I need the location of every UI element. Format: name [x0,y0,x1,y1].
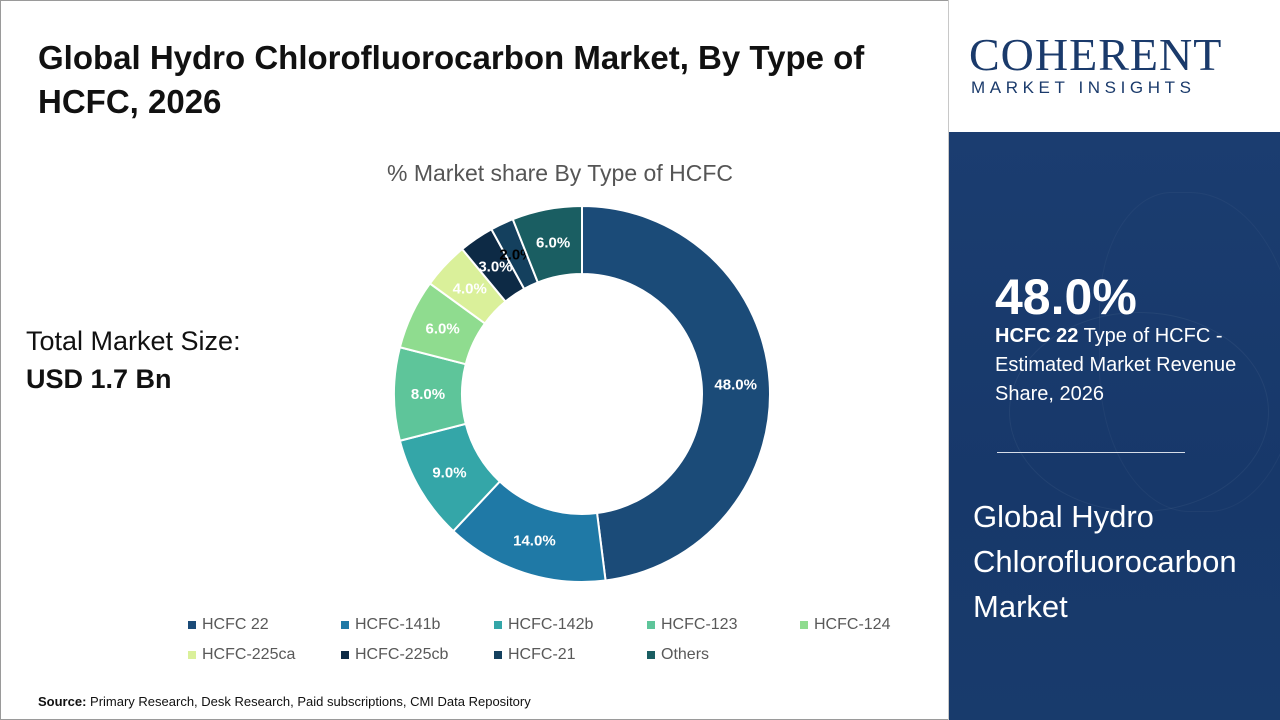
slice-value-label: 9.0% [432,464,466,481]
page-title: Global Hydro Chlorofluorocarbon Market, … [38,39,865,120]
highlight-description: HCFC 22 Type of HCFC - Estimated Market … [995,322,1255,409]
highlight-value: 48.0% [995,269,1137,325]
panel-market-name: Global Hydro Chlorofluorocarbon Market [973,499,1237,624]
legend-marker [494,621,502,629]
slice-value-label: 3.0% [478,259,512,276]
legend-label: HCFC-124 [814,616,891,633]
legend-label: HCFC-225cb [355,646,449,663]
legend-marker [647,651,655,659]
legend-item: HCFC-142b [494,616,593,634]
slice-value-label: 6.0% [536,235,570,252]
legend-marker [494,651,502,659]
source-text: Primary Research, Desk Research, Paid su… [90,694,531,709]
brand-logo: COHERENT MARKET INSIGHTS [949,0,1280,132]
chart-title: % Market share By Type of HCFC [387,160,733,186]
legend-item: HCFC 22 [188,616,269,634]
legend-label: Others [661,646,710,663]
chart-legend: HCFC 22 HCFC-141b HCFC-142b HCFC-123 HCFC-12… [188,616,928,676]
legend-item: HCFC-225ca [188,646,295,664]
highlight-text: Type of HCFC - Estimated Market Revenue … [995,325,1237,405]
panel-divider [948,0,949,720]
legend-label: HCFC-225ca [202,646,296,663]
legend-label: HCFC 22 [202,616,269,633]
legend-label: HCFC-123 [661,616,738,633]
legend-marker [341,621,349,629]
donut-chart: 48.0%14.0%9.0%8.0%6.0%4.0%3.0%2.0%6.0% [393,204,772,583]
slice-value-label: 14.0% [513,532,556,549]
legend-item: HCFC-124 [800,616,890,634]
legend-marker [188,621,196,629]
slice-value-label: 4.0% [453,281,487,298]
legend-marker [188,651,196,659]
slice-value-label: 8.0% [411,386,445,403]
panel-decoration [1099,192,1280,512]
panel-divider-line [997,452,1185,453]
highlight-segment: HCFC 22 [995,325,1079,347]
legend-label: HCFC-141b [355,616,441,633]
slice-value-label: 6.0% [426,320,460,337]
legend-label: HCFC-21 [508,646,576,663]
highlight-panel: 48.0% HCFC 22 Type of HCFC - Estimated M… [949,132,1280,720]
legend-item: Others [647,646,709,664]
legend-marker [647,621,655,629]
legend-item: HCFC-123 [647,616,737,634]
donut-slice [511,204,583,284]
legend-marker [800,621,808,629]
legend-label: HCFC-142b [508,616,594,633]
logo-tagline: MARKET INSIGHTS [971,78,1196,97]
slice-value-label: 48.0% [714,376,757,393]
logo-wordmark: COHERENT [969,29,1223,80]
total-market-value: USD 1.7 Bn [26,364,172,394]
legend-item: HCFC-225cb [341,646,448,664]
legend-item: HCFC-141b [341,616,440,634]
source-note: Source: Primary Research, Desk Research,… [38,694,531,709]
total-market-label: Total Market Size: [26,326,241,356]
donut-slice [581,204,772,582]
legend-marker [341,651,349,659]
legend-item: HCFC-21 [494,646,576,664]
source-label: Source: [38,694,87,709]
